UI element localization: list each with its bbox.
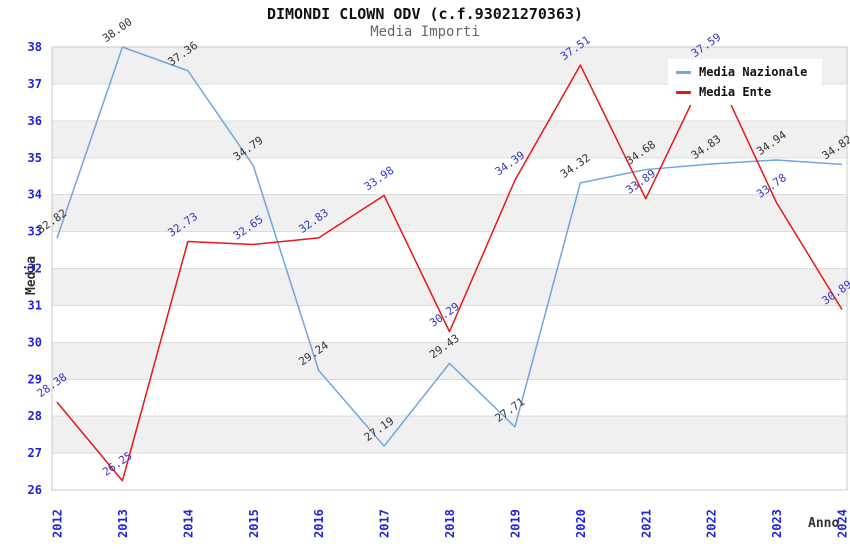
plot-band xyxy=(52,194,847,232)
x-tick-label: 2024 xyxy=(836,509,850,538)
chart-title: DIMONDI CLOWN ODV (c.f.93021270363) xyxy=(266,5,584,23)
y-tick-label: 28 xyxy=(28,409,42,423)
data-label-media-ente: 33.98 xyxy=(362,164,397,194)
legend-swatch-media-ente-icon xyxy=(676,90,691,94)
y-tick-label: 26 xyxy=(28,483,42,497)
x-tick-label: 2022 xyxy=(705,509,719,538)
y-tick-label: 31 xyxy=(28,298,42,312)
x-tick-label: 2020 xyxy=(574,509,588,538)
plot-band xyxy=(52,342,847,380)
legend-label-media-ente: Media Ente xyxy=(699,85,772,99)
plot-band xyxy=(52,120,847,158)
plot-frame xyxy=(51,46,848,491)
x-tick-label: 2019 xyxy=(508,509,522,538)
x-tick-label: 2021 xyxy=(639,509,653,538)
x-tick-label: 2015 xyxy=(247,509,261,538)
y-tick-label: 32 xyxy=(28,262,42,276)
plot-band xyxy=(52,416,847,454)
x-tick-label: 2013 xyxy=(116,509,130,538)
series-line-media-nazionale xyxy=(56,46,843,447)
y-tick-label: 27 xyxy=(28,446,42,460)
y-tick-label: 33 xyxy=(28,225,42,239)
x-tick-label: 2016 xyxy=(312,509,326,538)
y-tick-label: 29 xyxy=(28,372,42,386)
x-tick-label: 2014 xyxy=(181,509,195,538)
y-axis-title: Media xyxy=(24,255,39,295)
x-axis-title: Anno xyxy=(808,516,840,531)
y-tick-label: 34 xyxy=(28,188,42,202)
plot-band xyxy=(52,268,847,306)
y-tick-label: 30 xyxy=(28,335,42,349)
legend-swatch-media-nazionale-icon xyxy=(676,70,691,74)
x-tick-label: 2018 xyxy=(443,509,457,538)
data-label-media-nazionale: 38.00 xyxy=(100,15,135,45)
x-tick-label: 2023 xyxy=(770,509,784,538)
legend-item-media-nazionale: Media Nazionale xyxy=(676,65,818,79)
legend-label-media-nazionale: Media Nazionale xyxy=(699,65,808,79)
y-tick-label: 38 xyxy=(28,40,42,54)
chart-subtitle: Media Importi xyxy=(370,24,480,40)
x-tick-label: 2017 xyxy=(378,509,392,538)
legend: Media Nazionale Media Ente xyxy=(668,59,822,105)
y-tick-label: 37 xyxy=(28,77,42,91)
data-label-media-ente: 33.89 xyxy=(623,167,658,197)
y-tick-label: 35 xyxy=(28,151,42,165)
x-tick-label: 2012 xyxy=(51,509,65,538)
y-tick-label: 36 xyxy=(28,114,42,128)
legend-item-media-ente: Media Ente xyxy=(676,85,818,99)
